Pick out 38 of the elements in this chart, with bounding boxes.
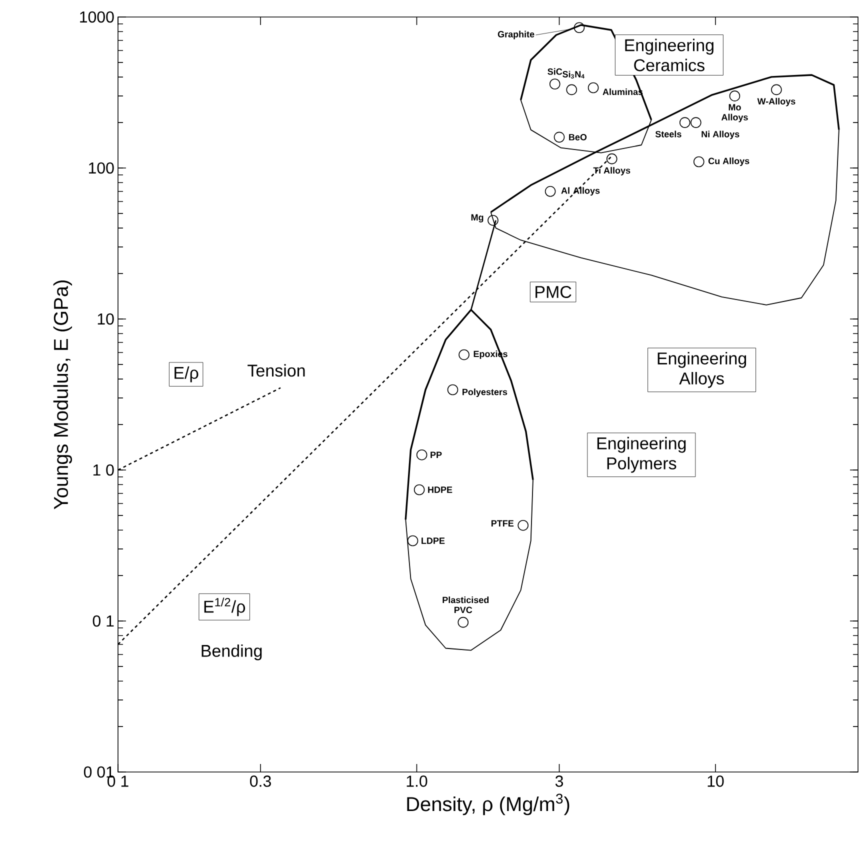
annotation: PMC bbox=[536, 286, 572, 298]
y-tick-label: 100 bbox=[88, 162, 114, 174]
annotation: Ni Alloys bbox=[702, 130, 740, 140]
x-tick-label: 10 bbox=[708, 776, 724, 787]
x-axis-title: Density, ρ (Mg/m$^{3}$) bbox=[407, 794, 570, 816]
annotation: HDPE bbox=[428, 486, 452, 493]
annotation: LDPE bbox=[422, 538, 445, 544]
annotation: Engineering Alloys bbox=[658, 352, 746, 388]
x-tick-label: 3 bbox=[555, 776, 564, 787]
y-tick-label: 0 1 bbox=[92, 615, 114, 627]
annotation: Engineering Ceramics bbox=[625, 38, 714, 72]
y-axis-title: Youngs Modulus, E (GPa) bbox=[53, 280, 72, 510]
y-tick-label: 0 01 bbox=[84, 766, 114, 778]
annotation: BeO bbox=[569, 134, 587, 140]
x-tick-label: 1.0 bbox=[406, 776, 428, 787]
annotation: W-Alloys bbox=[757, 98, 796, 106]
annotation: Plasticised PVC bbox=[442, 596, 489, 614]
annotation: Polyesters bbox=[462, 388, 508, 397]
annotation: Tension bbox=[248, 364, 305, 377]
annotation: Ti Alloys bbox=[593, 167, 630, 176]
annotation: Si$_{3}$N$_{4}$ bbox=[562, 70, 584, 78]
annotation: Graphite bbox=[498, 30, 534, 40]
annotation: Mg bbox=[471, 214, 484, 222]
annotation: Bending bbox=[202, 644, 262, 660]
y-tick-label: 1000 bbox=[80, 11, 114, 23]
annotation: Mo Alloys bbox=[721, 104, 748, 122]
x-tick-label: 0.3 bbox=[250, 776, 271, 787]
annotation: PP bbox=[430, 452, 442, 458]
annotation: Al Alloys bbox=[561, 187, 600, 196]
annotation: Engineering Polymers bbox=[597, 436, 686, 473]
annotation: Steels bbox=[655, 130, 682, 138]
y-tick-label: 1 0 bbox=[93, 464, 114, 476]
annotation: E$^{1/2}$/ρ bbox=[204, 598, 246, 616]
annotation: PTFE bbox=[491, 520, 514, 526]
annotation: E/ρ bbox=[174, 366, 198, 382]
y-tick-label: 10 bbox=[98, 313, 114, 325]
annotation: Cu Alloys bbox=[708, 158, 750, 166]
annotation: SiC bbox=[548, 68, 562, 75]
